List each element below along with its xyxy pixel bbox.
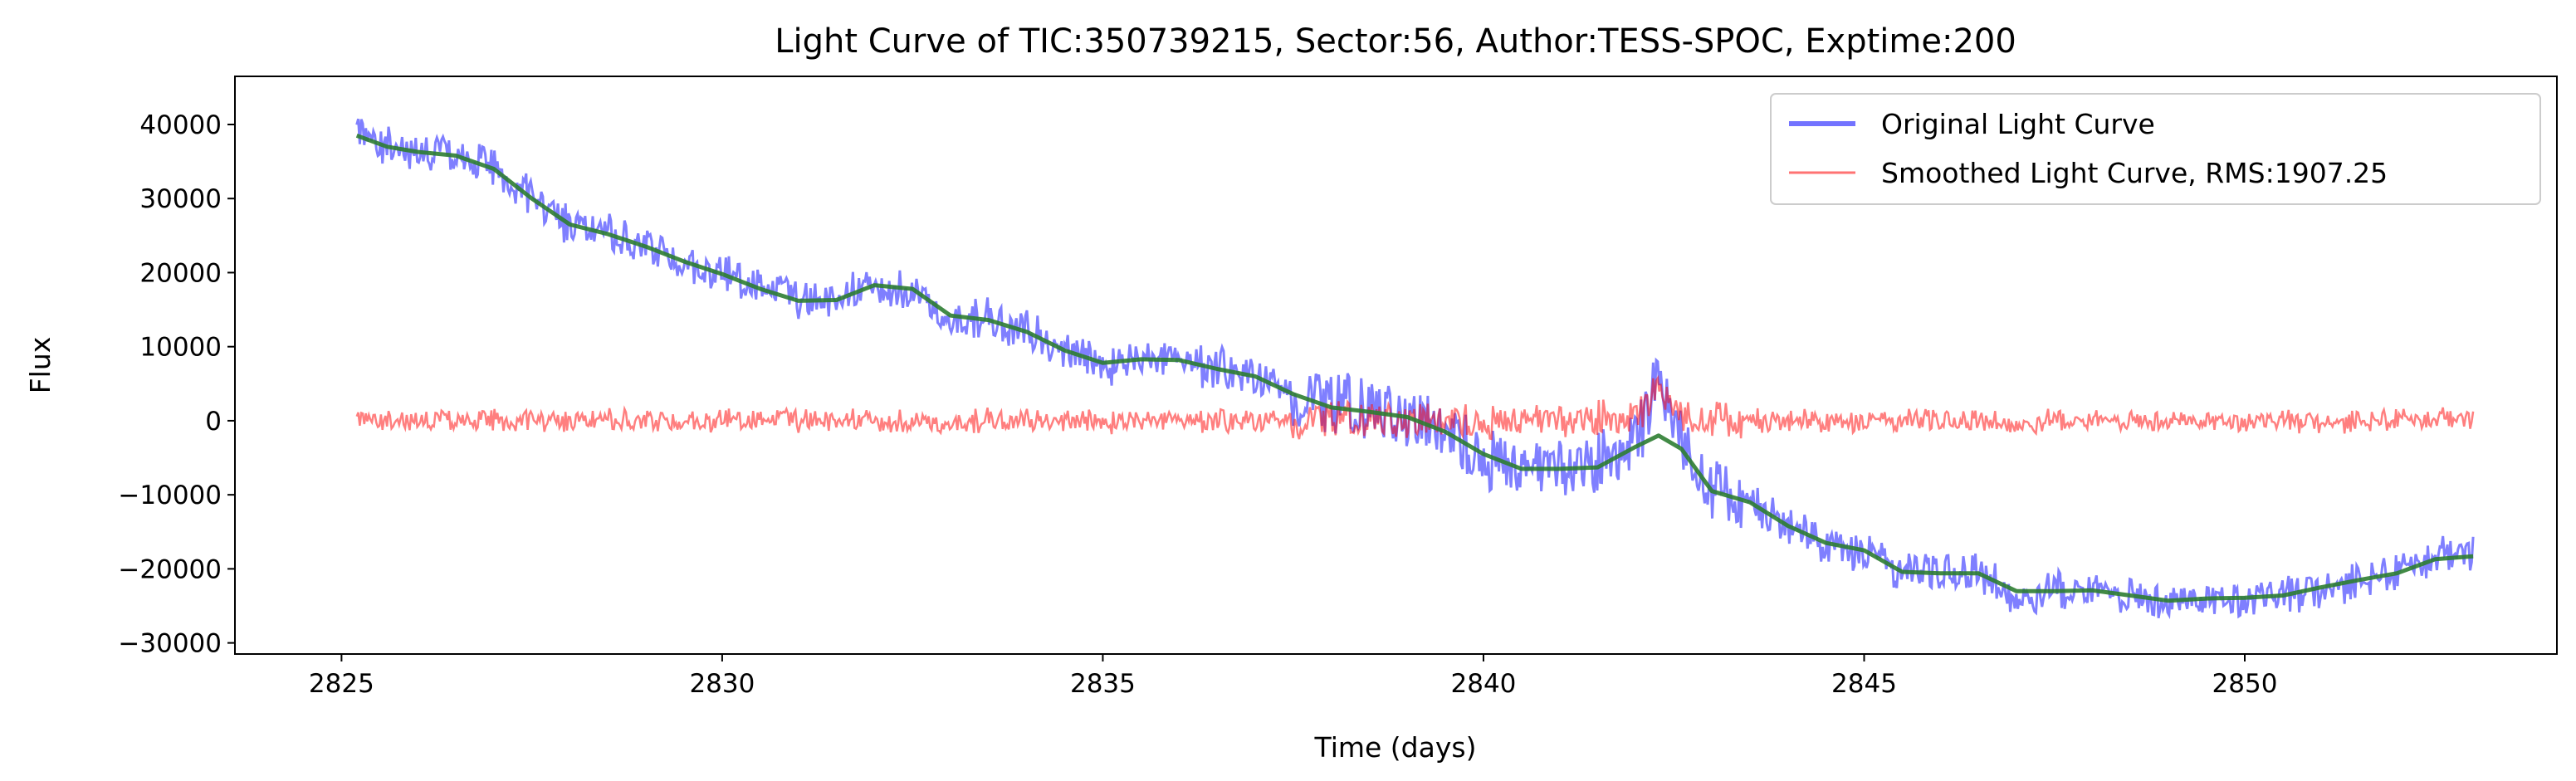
x-axis: 2825 2830 2835 2840 2845 2850 — [309, 654, 2278, 699]
y-tick-label: −10000 — [118, 481, 222, 510]
series-trend-line — [355, 134, 2474, 603]
y-tick-label: −20000 — [118, 554, 222, 584]
plot-frame — [234, 76, 2558, 655]
x-axis-label: Time (days) — [1314, 731, 1477, 764]
legend-box — [1770, 93, 2541, 205]
y-tick-label: 30000 — [139, 184, 222, 214]
x-tick-label: 2840 — [1451, 669, 1517, 699]
y-tick-label: 0 — [205, 407, 222, 437]
x-tick-label: 2845 — [1831, 669, 1897, 699]
legend-label-smoothed: Smoothed Light Curve, RMS:1907.25 — [1881, 157, 2388, 189]
x-tick-label: 2850 — [2212, 669, 2278, 699]
y-tick-label: 10000 — [139, 333, 222, 363]
y-axis-label: Flux — [24, 337, 56, 394]
y-axis: −30000 −20000 −10000 0 10000 20000 30000 40000 — [118, 110, 235, 659]
x-tick-label: 2830 — [689, 669, 755, 699]
y-tick-label: 40000 — [139, 110, 222, 140]
x-tick-label: 2825 — [309, 669, 374, 699]
legend-label-original: Original Light Curve — [1881, 108, 2155, 140]
x-tick-label: 2835 — [1070, 669, 1136, 699]
chart-title: Light Curve of TIC:350739215, Sector:56,… — [775, 22, 2016, 61]
series-layer — [355, 118, 2475, 620]
y-tick-label: −30000 — [118, 629, 222, 659]
legend: Original Light Curve Smoothed Light Curv… — [1770, 93, 2541, 205]
y-tick-label: 20000 — [139, 258, 222, 288]
